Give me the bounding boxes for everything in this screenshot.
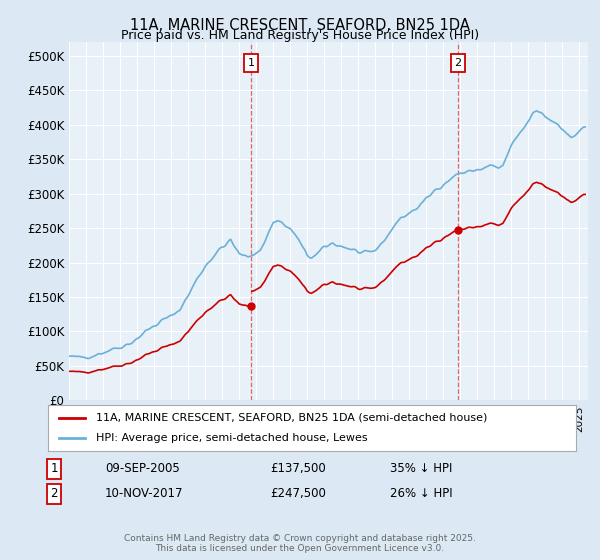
Text: HPI: Average price, semi-detached house, Lewes: HPI: Average price, semi-detached house,… bbox=[95, 433, 367, 443]
Text: 2: 2 bbox=[454, 58, 461, 68]
Text: 1: 1 bbox=[247, 58, 254, 68]
Text: 26% ↓ HPI: 26% ↓ HPI bbox=[390, 487, 452, 501]
Text: 11A, MARINE CRESCENT, SEAFORD, BN25 1DA: 11A, MARINE CRESCENT, SEAFORD, BN25 1DA bbox=[130, 18, 470, 33]
Text: Contains HM Land Registry data © Crown copyright and database right 2025.
This d: Contains HM Land Registry data © Crown c… bbox=[124, 534, 476, 553]
Text: 10-NOV-2017: 10-NOV-2017 bbox=[105, 487, 184, 501]
Text: 2: 2 bbox=[50, 487, 58, 501]
Text: £137,500: £137,500 bbox=[270, 462, 326, 475]
Text: 09-SEP-2005: 09-SEP-2005 bbox=[105, 462, 180, 475]
Text: 11A, MARINE CRESCENT, SEAFORD, BN25 1DA (semi-detached house): 11A, MARINE CRESCENT, SEAFORD, BN25 1DA … bbox=[95, 413, 487, 423]
Text: Price paid vs. HM Land Registry's House Price Index (HPI): Price paid vs. HM Land Registry's House … bbox=[121, 29, 479, 42]
Text: 35% ↓ HPI: 35% ↓ HPI bbox=[390, 462, 452, 475]
Text: 1: 1 bbox=[50, 462, 58, 475]
Text: £247,500: £247,500 bbox=[270, 487, 326, 501]
